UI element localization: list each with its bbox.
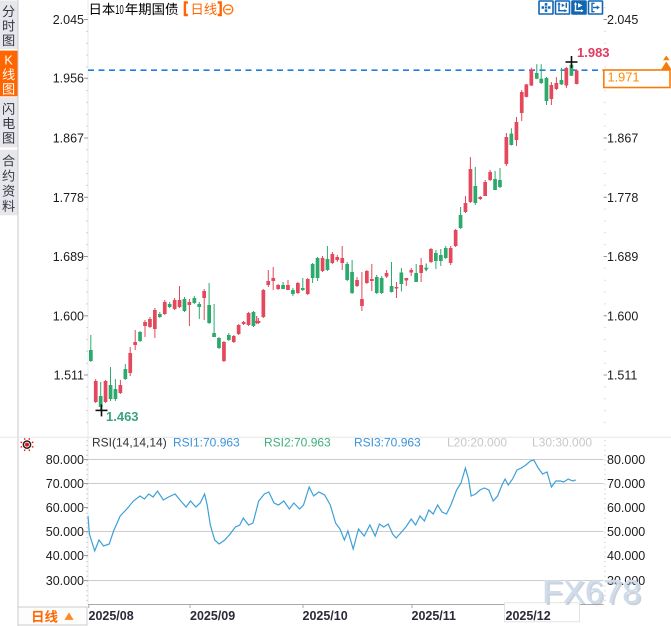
- svg-text:RSI1:70.963: RSI1:70.963: [173, 436, 240, 450]
- svg-text:1.463: 1.463: [106, 409, 139, 424]
- svg-text:1.778: 1.778: [607, 191, 638, 205]
- svg-text:FX678: FX678: [544, 576, 643, 613]
- svg-text:10: 10: [115, 2, 124, 17]
- svg-text:2025/10: 2025/10: [303, 609, 348, 623]
- svg-text:FX678: FX678: [542, 574, 641, 611]
- svg-text:1.511: 1.511: [607, 369, 637, 383]
- svg-text:50.000: 50.000: [607, 525, 645, 539]
- svg-text:1.971: 1.971: [608, 70, 640, 85]
- svg-text:1.867: 1.867: [53, 132, 84, 146]
- svg-text:30.000: 30.000: [46, 574, 84, 588]
- svg-text:1.778: 1.778: [53, 191, 84, 205]
- svg-text:50.000: 50.000: [46, 525, 84, 539]
- svg-text:L20:20.000: L20:20.000: [447, 436, 507, 450]
- svg-text:70.000: 70.000: [46, 477, 84, 491]
- svg-text:2025/12: 2025/12: [506, 609, 551, 623]
- svg-text:2025/08: 2025/08: [89, 609, 134, 623]
- svg-text:RSI(14,14,14): RSI(14,14,14): [92, 436, 167, 450]
- svg-text:1.689: 1.689: [53, 250, 84, 264]
- svg-text:2025/09: 2025/09: [190, 609, 235, 623]
- svg-text:30.000: 30.000: [607, 574, 645, 588]
- svg-text:K: K: [4, 53, 13, 67]
- svg-text:40.000: 40.000: [607, 549, 645, 563]
- svg-text:RSI2:70.963: RSI2:70.963: [264, 436, 331, 450]
- svg-text:40.000: 40.000: [46, 549, 84, 563]
- svg-text:1.600: 1.600: [53, 309, 84, 323]
- svg-text:2025/11: 2025/11: [412, 609, 457, 623]
- svg-text:RSI3:70.963: RSI3:70.963: [354, 436, 421, 450]
- svg-text:L30:30.000: L30:30.000: [532, 436, 592, 450]
- svg-text:70.000: 70.000: [607, 477, 645, 491]
- svg-text:60.000: 60.000: [46, 501, 84, 515]
- svg-text:1.511: 1.511: [54, 369, 84, 383]
- svg-text:1.983: 1.983: [577, 45, 610, 60]
- svg-text:80.000: 80.000: [46, 453, 84, 467]
- svg-text:1.689: 1.689: [607, 250, 638, 264]
- svg-text:2.045: 2.045: [53, 13, 84, 27]
- svg-text:2.045: 2.045: [607, 13, 638, 27]
- svg-text:80.000: 80.000: [607, 453, 645, 467]
- svg-text:1.867: 1.867: [607, 132, 638, 146]
- svg-text:60.000: 60.000: [607, 501, 645, 515]
- svg-text:1.956: 1.956: [53, 72, 84, 86]
- svg-text:1.600: 1.600: [607, 309, 638, 323]
